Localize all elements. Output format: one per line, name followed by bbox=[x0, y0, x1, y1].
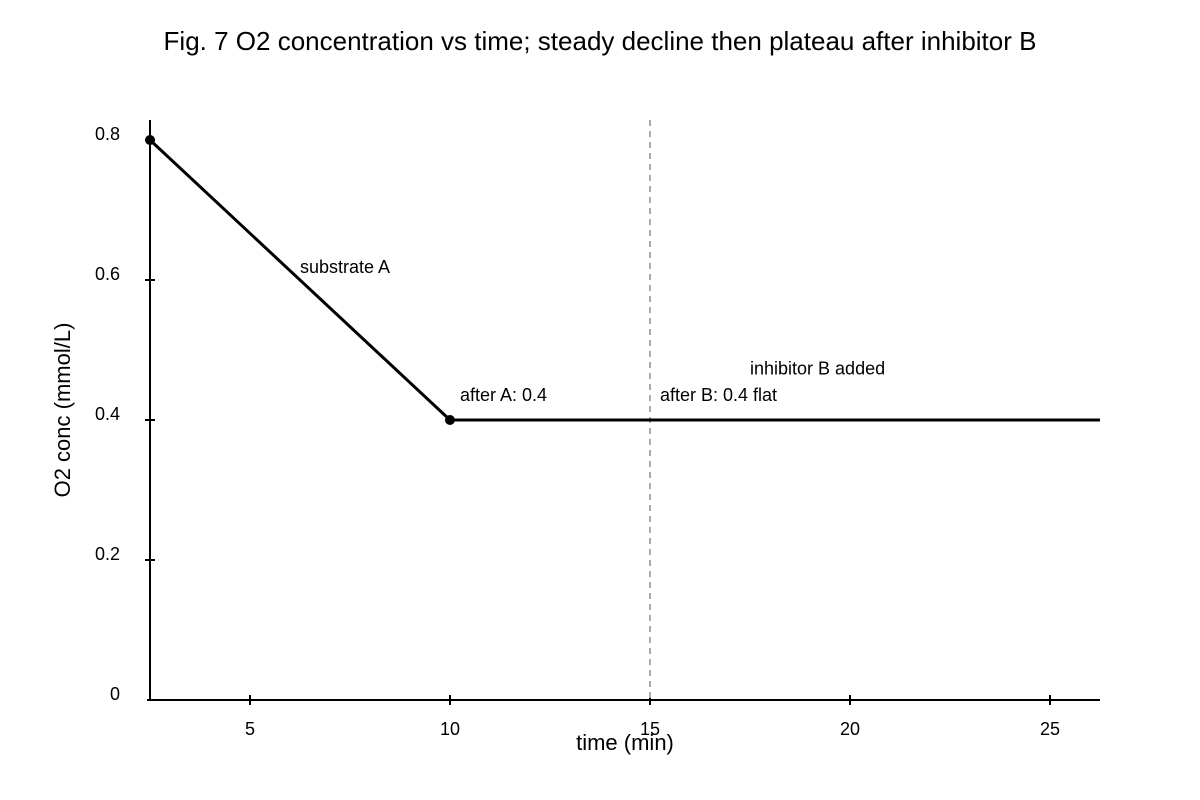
y-tick-label: 0.8 bbox=[95, 124, 120, 144]
y-axis-title: O2 conc (mmol/L) bbox=[50, 323, 75, 498]
y-tick-label: 0.2 bbox=[95, 544, 120, 564]
y-tick-label: 0.6 bbox=[95, 264, 120, 284]
y-tick-label: 0 bbox=[110, 684, 120, 704]
data-point bbox=[445, 415, 455, 425]
data-point bbox=[145, 135, 155, 145]
x-tick-label: 25 bbox=[1040, 719, 1060, 739]
annotation-label: after B: 0.4 flat bbox=[660, 385, 777, 405]
chart-title: Fig. 7 O2 concentration vs time; steady … bbox=[164, 26, 1037, 56]
x-axis-title: time (min) bbox=[576, 730, 674, 755]
x-tick-label: 5 bbox=[245, 719, 255, 739]
y-tick-label: 0.4 bbox=[95, 404, 120, 424]
x-tick-label: 10 bbox=[440, 719, 460, 739]
annotation-label: after A: 0.4 bbox=[460, 385, 547, 405]
x-tick-label: 15 bbox=[640, 719, 660, 739]
annotation-label: inhibitor B added bbox=[750, 359, 885, 379]
series-line bbox=[148, 138, 1100, 422]
plot-area: 5 10 15 20 25 0 0.2 0.4 0.6 0.8 substrate A after A… bbox=[95, 120, 1100, 739]
x-tick-label: 20 bbox=[840, 719, 860, 739]
annotation-label: substrate A bbox=[300, 257, 390, 277]
